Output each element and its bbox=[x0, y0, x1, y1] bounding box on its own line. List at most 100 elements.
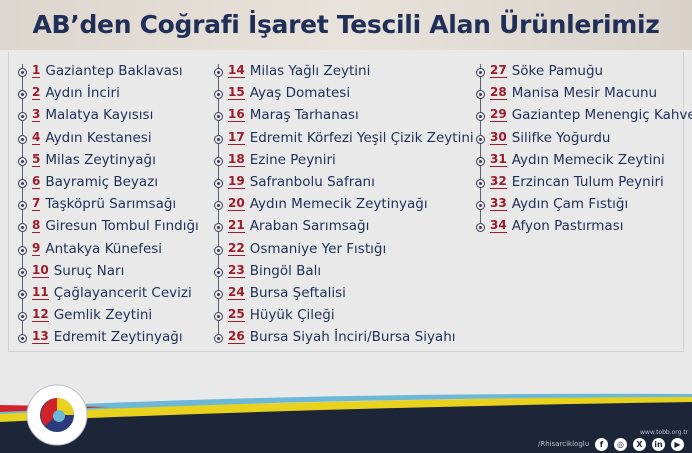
list-item: 24 Bursa Şeftalisi bbox=[214, 282, 474, 304]
list-frame bbox=[8, 52, 684, 352]
bullet-icon bbox=[476, 223, 485, 233]
bullet-icon bbox=[476, 134, 485, 144]
header-band bbox=[0, 0, 692, 50]
list-item: 22 Osmaniye Yer Fıstığı bbox=[214, 238, 474, 260]
bullet-icon bbox=[18, 201, 27, 211]
column-1: 1 Gaziantep Baklavası 2 Aydın İnciri 3 Malaty… bbox=[18, 60, 199, 348]
item-name: Milas Zeytinyağı bbox=[45, 151, 156, 168]
list-item: 19 Safranbolu Safranı bbox=[214, 171, 474, 193]
item-number: 28 bbox=[490, 85, 507, 101]
item-number: 4 bbox=[32, 129, 41, 145]
item-name: Afyon Pastırması bbox=[511, 218, 624, 235]
list-item: 6 Bayramiç Beyazı bbox=[18, 171, 199, 193]
bullet-icon bbox=[18, 90, 27, 100]
list-item: 14 Milas Yağlı Zeytini bbox=[214, 60, 474, 82]
list-item: 31 Aydın Memecik Zeytini bbox=[476, 149, 692, 171]
list-item: 18 Ezine Peyniri bbox=[214, 149, 474, 171]
item-number: 16 bbox=[228, 107, 245, 123]
item-number: 7 bbox=[32, 196, 41, 212]
instagram-icon[interactable]: ◎ bbox=[614, 438, 627, 451]
bullet-icon bbox=[214, 245, 223, 255]
item-number: 6 bbox=[32, 174, 41, 190]
facebook-icon[interactable]: f bbox=[595, 438, 608, 451]
item-number: 13 bbox=[32, 329, 49, 345]
list-item: 20 Aydın Memecik Zeytinyağı bbox=[214, 193, 474, 215]
item-number: 9 bbox=[32, 240, 41, 256]
list-item: 15 Ayaş Domatesi bbox=[214, 82, 474, 104]
bullet-icon bbox=[214, 289, 223, 299]
item-name: Aydın Çam Fıstığı bbox=[511, 196, 629, 213]
item-name: Giresun Tombul Fındığı bbox=[45, 218, 199, 235]
item-name: Araban Sarımsağı bbox=[249, 218, 370, 235]
item-name: Ayaş Domatesi bbox=[249, 85, 351, 102]
item-number: 17 bbox=[228, 129, 245, 145]
item-number: 10 bbox=[32, 262, 49, 278]
item-name: Söke Pamuğu bbox=[511, 63, 604, 80]
item-number: 24 bbox=[228, 284, 245, 300]
item-name: Edremit Körfezi Yeşil Çizik Zeytini bbox=[249, 129, 474, 146]
list-item: 17 Edremit Körfezi Yeşil Çizik Zeytini bbox=[214, 127, 474, 149]
list-item: 34 Afyon Pastırması bbox=[476, 215, 692, 237]
list-item: 2 Aydın İnciri bbox=[18, 82, 199, 104]
column-line bbox=[480, 64, 481, 228]
column-3: 27 Söke Pamuğu 28 Manisa Mesir Macunu 29 Gazi… bbox=[476, 60, 692, 238]
bullet-icon bbox=[476, 112, 485, 122]
list-item: 4 Aydın Kestanesi bbox=[18, 127, 199, 149]
list-item: 1 Gaziantep Baklavası bbox=[18, 60, 199, 82]
bullet-icon bbox=[214, 156, 223, 166]
item-name: Gaziantep Baklavası bbox=[45, 63, 183, 80]
bullet-icon bbox=[18, 223, 27, 233]
item-number: 12 bbox=[32, 307, 49, 323]
item-name: Çağlayancerit Cevizi bbox=[53, 284, 192, 301]
list-item: 9 Antakya Künefesi bbox=[18, 238, 199, 260]
bullet-icon bbox=[476, 90, 485, 100]
list-item: 3 Malatya Kayısısı bbox=[18, 104, 199, 126]
x-icon[interactable]: X bbox=[633, 438, 646, 451]
list-item: 33 Aydın Çam Fıstığı bbox=[476, 193, 692, 215]
item-number: 29 bbox=[490, 107, 507, 123]
bullet-icon bbox=[18, 245, 27, 255]
youtube-icon[interactable]: ▶ bbox=[671, 438, 684, 451]
item-name: Antakya Künefesi bbox=[45, 240, 163, 257]
bullet-icon bbox=[18, 134, 27, 144]
item-name: Bayramiç Beyazı bbox=[45, 174, 158, 191]
item-number: 14 bbox=[228, 63, 245, 79]
item-number: 32 bbox=[490, 174, 507, 190]
bullet-icon bbox=[18, 112, 27, 122]
item-number: 23 bbox=[228, 262, 245, 278]
list-item: 7 Taşköprü Sarımsağı bbox=[18, 193, 199, 215]
item-number: 26 bbox=[228, 329, 245, 345]
item-name: Safranbolu Safranı bbox=[249, 174, 375, 191]
item-name: Milas Yağlı Zeytini bbox=[249, 63, 371, 80]
linkedin-icon[interactable]: in bbox=[652, 438, 665, 451]
item-name: Erzincan Tulum Peyniri bbox=[511, 174, 664, 191]
bullet-icon bbox=[214, 201, 223, 211]
item-number: 33 bbox=[490, 196, 507, 212]
bullet-icon bbox=[214, 90, 223, 100]
bullet-icon bbox=[214, 68, 223, 77]
column-2: 14 Milas Yağlı Zeytini 15 Ayaş Domatesi 16 Ma… bbox=[214, 60, 474, 348]
website-url[interactable]: www.tobb.org.tr bbox=[640, 429, 689, 436]
page-title: AB’den Coğrafi İşaret Tescili Alan Ürünl… bbox=[32, 10, 660, 39]
item-number: 11 bbox=[32, 284, 49, 300]
item-name: Silifke Yoğurdu bbox=[511, 129, 611, 146]
list-item: 13 Edremit Zeytinyağı bbox=[18, 326, 199, 348]
list-item: 11 Çağlayancerit Cevizi bbox=[18, 282, 199, 304]
list-item: 23 Bingöl Balı bbox=[214, 260, 474, 282]
item-number: 22 bbox=[228, 240, 245, 256]
item-name: Bingöl Balı bbox=[249, 262, 322, 279]
bullet-icon bbox=[18, 334, 27, 344]
tobb-logo bbox=[26, 384, 88, 446]
list-item: 28 Manisa Mesir Macunu bbox=[476, 82, 692, 104]
bullet-icon bbox=[214, 112, 223, 122]
bullet-icon bbox=[476, 156, 485, 166]
item-name: Taşköprü Sarımsağı bbox=[45, 196, 177, 213]
bullet-icon bbox=[18, 289, 27, 299]
list-item: 16 Maraş Tarhanası bbox=[214, 104, 474, 126]
bullet-icon bbox=[18, 178, 27, 188]
item-name: Maraş Tarhanası bbox=[249, 107, 359, 124]
item-number: 20 bbox=[228, 196, 245, 212]
bullet-icon bbox=[476, 68, 485, 77]
bullet-icon bbox=[214, 267, 223, 277]
